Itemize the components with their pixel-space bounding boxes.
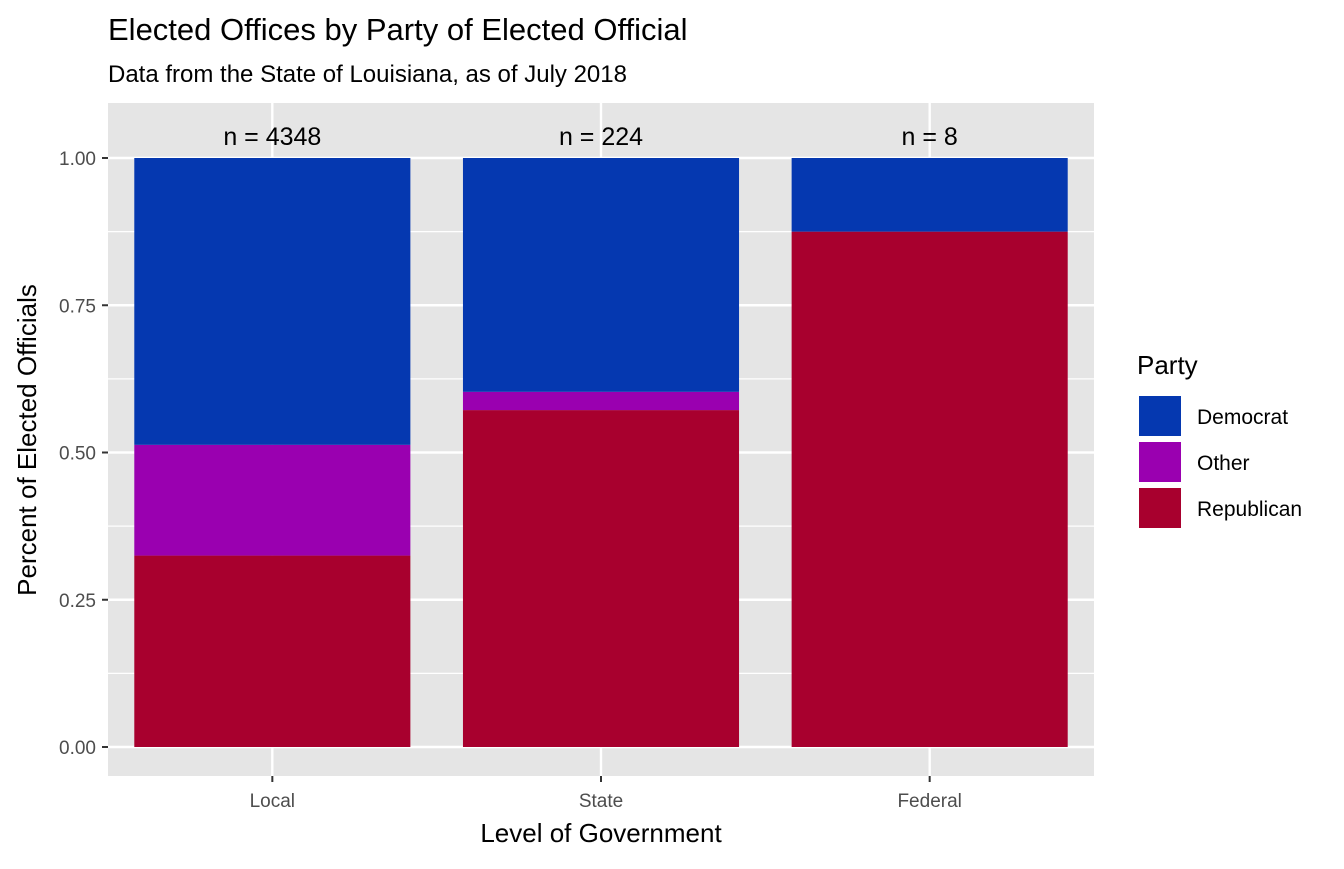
chart-subtitle: Data from the State of Louisiana, as of …: [108, 61, 627, 88]
count-label: n = 224: [559, 123, 643, 151]
y-axis-title: Percent of Elected Officials: [12, 284, 42, 596]
legend-title: Party: [1137, 350, 1198, 380]
legend-key-republican: [1139, 488, 1181, 528]
y-tick-label: 0.00: [59, 738, 96, 759]
bars-layer: [134, 158, 1068, 747]
legend-label-democrat: Democrat: [1197, 406, 1288, 429]
bar-local-other: [134, 444, 411, 556]
x-tick-label: State: [579, 791, 623, 812]
y-tick-label: 0.25: [59, 591, 96, 612]
legend-key-democrat: [1139, 396, 1181, 436]
bar-state-democrat: [462, 158, 740, 392]
legend: Party Democrat Other Republican: [1137, 350, 1302, 528]
legend-key-other: [1139, 442, 1181, 482]
bar-local-democrat: [134, 158, 411, 445]
x-tick-label: Federal: [897, 791, 961, 812]
labels-layer: n = 4348 n = 224 n = 8: [223, 123, 957, 151]
bar-state-republican: [462, 410, 740, 747]
bar-federal-republican: [791, 231, 1068, 747]
bar-state-other: [462, 391, 740, 411]
chart-title: Elected Offices by Party of Elected Offi…: [108, 12, 688, 47]
count-label: n = 4348: [223, 123, 321, 151]
bar-local-republican: [134, 555, 411, 747]
x-axis-title: Level of Government: [480, 818, 722, 848]
x-tick-label: Local: [250, 791, 295, 812]
bar-federal-democrat: [791, 158, 1068, 232]
y-tick-label: 1.00: [59, 149, 96, 170]
legend-label-other: Other: [1197, 452, 1250, 475]
axis-layer: 0.00 0.25 0.50 0.75 1.00 Local State Federal: [59, 149, 962, 812]
y-tick-label: 0.75: [59, 296, 96, 317]
count-label: n = 8: [902, 123, 958, 151]
legend-label-republican: Republican: [1197, 498, 1302, 521]
y-tick-label: 0.50: [59, 444, 96, 465]
